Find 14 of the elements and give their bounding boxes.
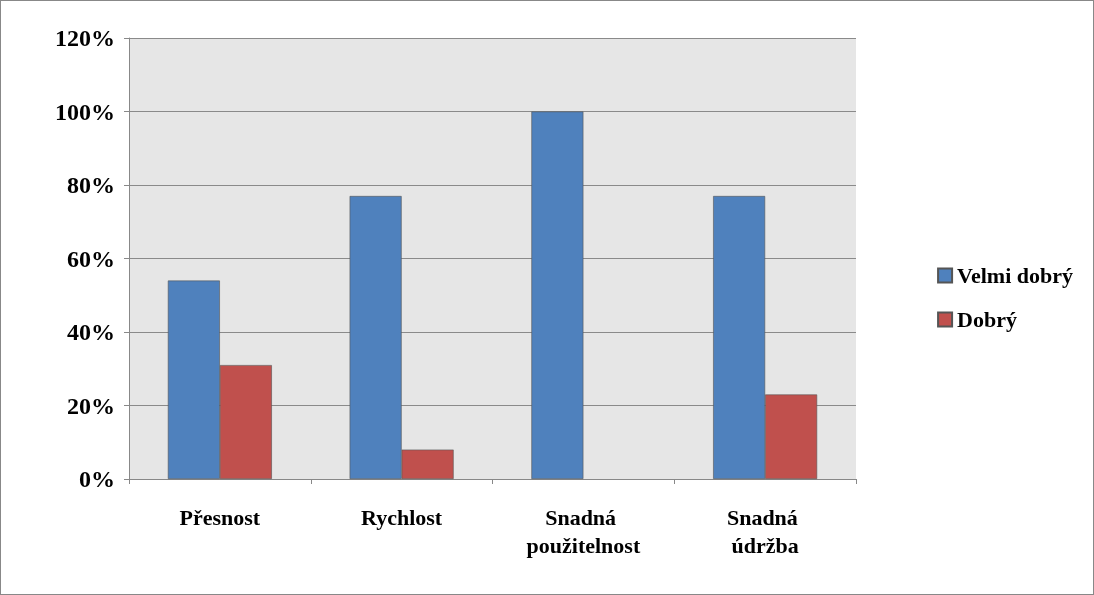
legend-label: Dobrý	[957, 307, 1017, 332]
x-tick-label: Přesnost	[179, 504, 261, 530]
y-tick-label: 80%	[67, 172, 115, 198]
x-tick-label: Rychlost	[361, 504, 443, 530]
y-tick-label: 100%	[55, 98, 115, 125]
x-tick-label: Snadná údržba	[726, 504, 804, 558]
y-tick-label: 120%	[55, 25, 115, 51]
bar	[531, 111, 584, 479]
y-tick-label: 20%	[67, 392, 115, 419]
y-tick-label: 60%	[67, 245, 115, 272]
x-tick-label: Snadná použitelnost	[526, 504, 641, 558]
y-tick-label: 0%	[79, 466, 115, 492]
legend-label: Velmi dobrý	[957, 263, 1073, 288]
y-tick-label: 40%	[67, 319, 115, 345]
